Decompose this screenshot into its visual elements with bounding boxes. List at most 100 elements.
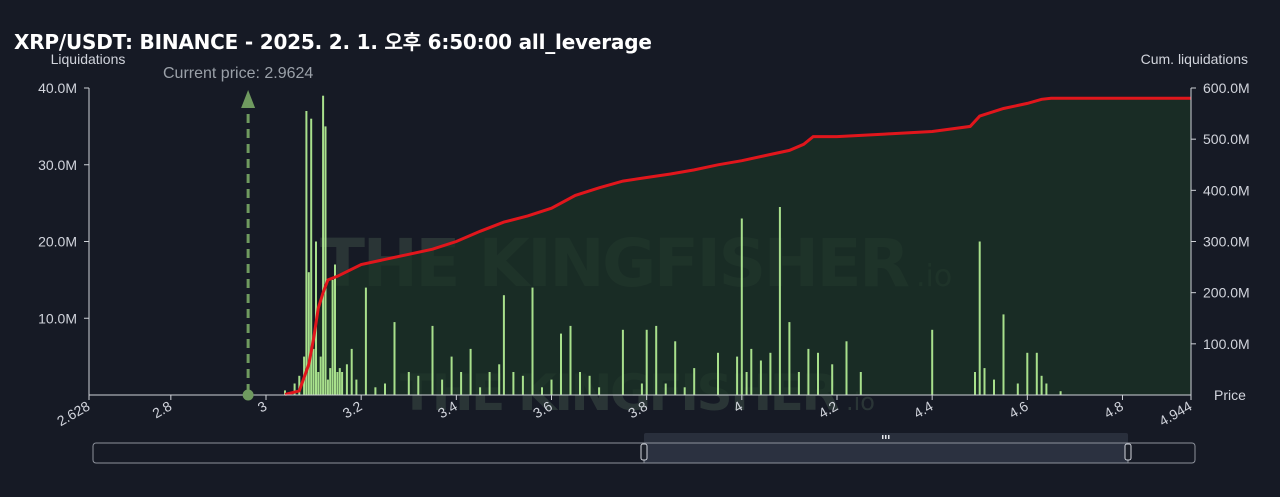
grip-icon	[882, 435, 884, 439]
liquidation-bar	[1026, 352, 1029, 395]
liquidation-bar	[431, 325, 434, 395]
liquidation-bar	[645, 329, 648, 395]
liquidation-bar	[588, 375, 591, 395]
current-price-marker: Current price: 2.9624	[163, 65, 313, 401]
liquidation-bar	[469, 348, 472, 395]
liquidation-bar	[1040, 375, 1043, 395]
liquidation-bar	[1002, 314, 1005, 395]
liquidation-bar	[759, 360, 762, 395]
liquidation-bar	[745, 372, 748, 395]
liquidation-bar	[441, 379, 444, 395]
liquidation-bar	[374, 387, 377, 395]
liquidation-bar	[640, 383, 643, 395]
y2-tick-label: 400.0M	[1203, 182, 1250, 198]
liquidation-bar	[817, 352, 819, 395]
liquidation-bar	[355, 379, 358, 395]
liquidation-bar	[488, 372, 491, 395]
x-tick-label: 4.6	[1006, 398, 1031, 422]
liquidation-bar	[1059, 391, 1062, 395]
liquidation-bar	[460, 372, 463, 395]
current-price-dot	[242, 389, 254, 401]
y-tick-label: 30.0M	[38, 157, 77, 173]
liquidation-bar	[319, 356, 322, 395]
y-tick-label: 10.0M	[38, 310, 77, 326]
liquidation-bar	[293, 383, 296, 395]
liquidation-bar	[807, 348, 810, 395]
liquidation-bar	[655, 325, 658, 395]
range-slider[interactable]	[92, 433, 1196, 464]
liquidation-bar	[338, 368, 341, 395]
x-tick-label: 3.2	[340, 398, 365, 422]
liquidation-bar	[417, 375, 420, 395]
liquidation-bar	[974, 372, 976, 395]
y2-tick-label: 200.0M	[1203, 285, 1250, 301]
x-tick-label: 2.8	[149, 398, 174, 422]
liquidation-bar	[778, 207, 781, 395]
liquidation-bar	[502, 295, 505, 395]
cumulative-line	[284, 96, 1191, 396]
x-tick-label: 2.628	[54, 398, 93, 429]
liquidation-bar	[298, 375, 301, 395]
liquidation-bar	[831, 364, 834, 395]
liquidation-bar	[317, 372, 320, 395]
liquidation-bar	[978, 241, 981, 395]
liquidation-bar	[769, 352, 772, 395]
liquidation-bar	[736, 356, 739, 395]
x-axis-label: Price	[1214, 387, 1246, 403]
liquidation-bar	[521, 375, 524, 395]
liquidation-bar	[305, 111, 308, 395]
liquidation-bar	[541, 387, 543, 395]
liquidation-bar	[336, 372, 339, 395]
grip-icon	[888, 435, 890, 439]
liquidation-bar	[479, 387, 482, 395]
cumulative-area	[285, 98, 1191, 395]
liquidation-bar	[717, 352, 719, 395]
range-slider-window[interactable]	[643, 442, 1129, 464]
liquidation-bar	[407, 372, 410, 395]
liquidation-bar	[334, 264, 336, 395]
liquidation-bar	[450, 356, 453, 395]
liquidation-bar	[326, 379, 329, 395]
y-tick-label: 40.0M	[38, 80, 77, 96]
range-slider-right-handle[interactable]	[1124, 443, 1132, 461]
liquidation-bar	[312, 348, 315, 395]
liquidation-bar	[384, 383, 386, 395]
liquidation-bar	[350, 348, 353, 395]
liquidation-bar	[1035, 352, 1038, 395]
range-slider-left-handle[interactable]	[640, 443, 648, 461]
liquidation-bar	[674, 341, 677, 395]
liquidation-bar	[512, 372, 515, 395]
liquidation-bar	[329, 368, 332, 395]
liquidation-bar	[983, 368, 986, 395]
liquidation-bar	[284, 390, 286, 395]
liquidation-bar	[569, 325, 572, 395]
chart-title: XRP/USDT: BINANCE - 2025. 2. 1. 오후 6:50:…	[14, 30, 652, 54]
liquidation-bar	[1045, 383, 1048, 395]
liquidation-bar	[393, 322, 396, 395]
liquidation-bar	[324, 126, 327, 396]
y2-axis-label: Cum. liquidations	[1141, 51, 1248, 67]
liquidation-bar	[531, 287, 534, 395]
y2-tick-label: 100.0M	[1203, 336, 1250, 352]
liquidation-bar	[322, 95, 325, 395]
liquidation-bar	[598, 387, 601, 395]
liquidation-bar	[859, 372, 862, 395]
liquidation-bar	[750, 348, 753, 395]
liquidation-bar	[693, 368, 696, 395]
liquidation-bar	[683, 387, 686, 395]
current-price-label: Current price: 2.9624	[163, 65, 313, 82]
liquidation-bar	[307, 272, 310, 395]
liquidation-bar	[550, 379, 553, 395]
y-tick-label: 20.0M	[38, 234, 77, 250]
y2-tick-label: 500.0M	[1203, 131, 1250, 147]
liquidation-bar	[788, 322, 791, 395]
liquidation-bar	[993, 379, 995, 395]
grip-icon	[885, 435, 887, 439]
arrow-up-icon	[241, 90, 256, 108]
liquidation-bar	[364, 287, 367, 395]
liquidation-bar	[621, 329, 624, 395]
y2-tick-label: 300.0M	[1203, 234, 1250, 250]
x-tick-label: 4.4	[911, 398, 936, 422]
liquidation-bar	[579, 372, 581, 395]
